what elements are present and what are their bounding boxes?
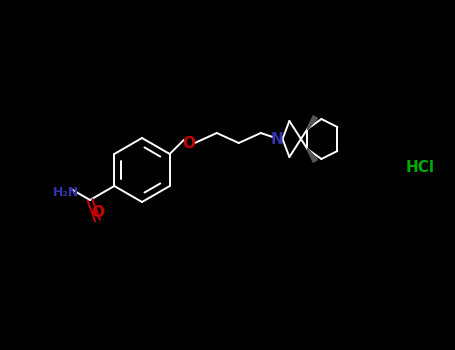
Text: HCl: HCl bbox=[405, 161, 435, 175]
Text: O: O bbox=[91, 205, 104, 220]
Text: N: N bbox=[270, 132, 283, 147]
Polygon shape bbox=[307, 149, 318, 162]
Text: H₂N: H₂N bbox=[53, 186, 79, 198]
Text: O: O bbox=[182, 135, 195, 150]
Polygon shape bbox=[307, 116, 318, 129]
